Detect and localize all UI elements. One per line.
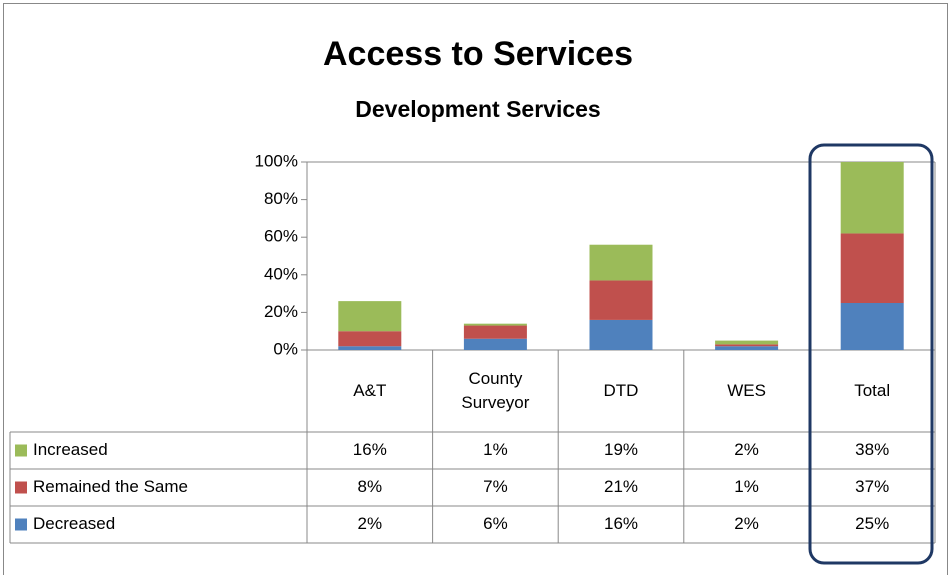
table-value: 7% — [483, 477, 508, 496]
bar-segment — [715, 340, 779, 345]
bar-segment — [463, 338, 527, 350]
table-value: 16% — [604, 514, 638, 533]
chart-subtitle: Development Services — [355, 96, 600, 122]
bar-segment — [463, 325, 527, 339]
table-value: 21% — [604, 477, 638, 496]
y-tick-label: 60% — [264, 227, 298, 246]
table-value: 2% — [734, 514, 759, 533]
x-tick-label: County Surveyor — [461, 369, 530, 412]
table-value: 38% — [855, 440, 889, 459]
table-value: 1% — [734, 477, 759, 496]
bar-segment — [338, 301, 402, 332]
bar-segment — [840, 303, 904, 350]
table-value: 25% — [855, 514, 889, 533]
y-tick-label: 80% — [264, 189, 298, 208]
legend-swatch — [15, 518, 27, 531]
table-value: 2% — [358, 514, 383, 533]
bar-segment — [338, 331, 402, 347]
table-value: 19% — [604, 440, 638, 459]
bar-segment — [840, 162, 904, 234]
bar-segment — [715, 346, 779, 350]
x-tick-label: DTD — [603, 381, 639, 400]
highlight-box — [808, 143, 934, 565]
chart-border — [3, 3, 948, 575]
y-tick-label: 100% — [255, 151, 298, 170]
x-tick-label: WES — [727, 381, 766, 400]
bar-segment — [715, 344, 779, 347]
x-tick-label: A&T — [353, 381, 387, 400]
bar-segment — [840, 233, 904, 303]
legend-label: Increased — [33, 440, 108, 459]
chart-title: Access to Services — [323, 35, 633, 73]
legend-label: Remained the Same — [33, 477, 188, 496]
y-tick-label: 0% — [273, 339, 298, 358]
table-value: 8% — [358, 477, 383, 496]
table-value: 1% — [483, 440, 508, 459]
table-value: 6% — [483, 514, 508, 533]
table-value: 2% — [734, 440, 759, 459]
legend-swatch — [15, 444, 27, 457]
bar-segment — [338, 346, 402, 350]
y-tick-label: 20% — [264, 302, 298, 321]
table-value: 37% — [855, 477, 889, 496]
bar-segment — [589, 280, 653, 320]
bar-segment — [589, 244, 653, 281]
legend-label: Decreased — [33, 514, 115, 533]
table-value: 16% — [353, 440, 387, 459]
legend-swatch — [15, 481, 27, 494]
bar-segment — [589, 319, 653, 350]
bar-segment — [463, 323, 527, 326]
y-tick-label: 40% — [264, 264, 298, 283]
x-tick-label: Total — [854, 381, 891, 400]
